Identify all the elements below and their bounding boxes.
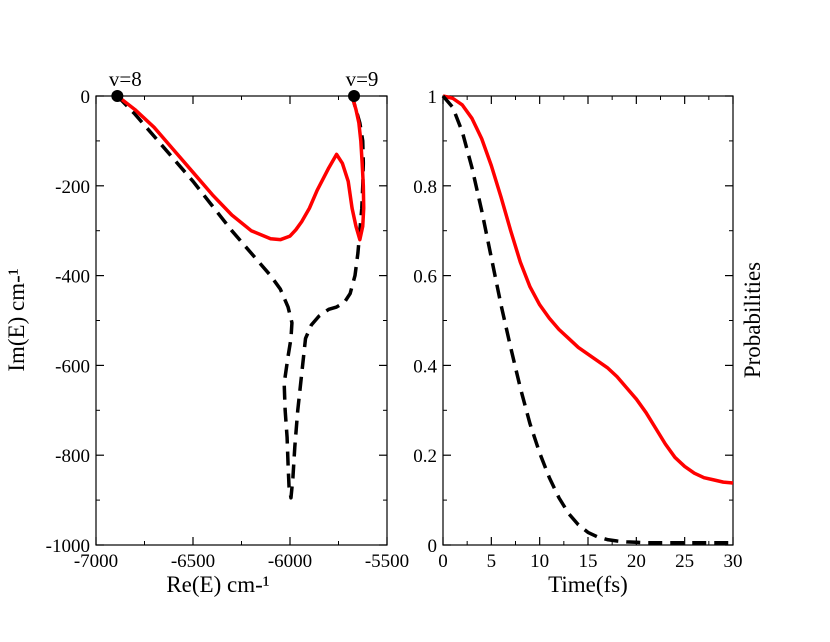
right-y-tick-label: 0.2 xyxy=(413,446,437,467)
left-markers: v=8 v=9 xyxy=(109,67,379,102)
left-ticks: -7000 -6500 -6000 -5500 -1000 -800 -600 -400 -20… xyxy=(46,87,409,572)
left-y-tick-label: -1000 xyxy=(46,536,90,557)
right-x-axis-title: Time(fs) xyxy=(548,572,628,597)
left-x-axis-title: Re(E) cm-¹ xyxy=(166,572,269,597)
left-series-dashed-black xyxy=(116,94,366,500)
right-y-axis-title: Probabilities xyxy=(740,262,765,378)
right-ticks: 0 5 10 15 20 25 30 0 0.2 0.4 0.6 0.8 1 xyxy=(413,87,742,572)
left-x-tick-label: -5500 xyxy=(365,551,409,572)
left-x-tick-label: -7000 xyxy=(74,551,118,572)
right-x-tick-label: 15 xyxy=(579,551,598,572)
left-y-tick-label: -200 xyxy=(55,177,90,198)
right-series xyxy=(441,94,734,545)
left-y-tick-label: -400 xyxy=(55,267,90,288)
left-x-tick-label: -6000 xyxy=(268,551,312,572)
marker-label-2: v=9 xyxy=(346,67,379,91)
right-x-tick-label: 30 xyxy=(724,551,743,572)
right-panel: 0 5 10 15 20 25 30 0 0.2 0.4 0.6 0.8 1 Time(fs) Prob… xyxy=(413,87,765,597)
right-x-tick-label: 10 xyxy=(530,551,549,572)
right-x-tick-label: 20 xyxy=(627,551,646,572)
marker-point-1 xyxy=(111,90,124,102)
left-x-tick-label: -6500 xyxy=(171,551,215,572)
right-y-tick-label: 0.4 xyxy=(413,356,437,377)
marker-point-2 xyxy=(348,90,361,102)
marker-label-1: v=8 xyxy=(109,67,142,91)
right-y-tick-label: 1 xyxy=(428,87,438,108)
left-series xyxy=(116,94,366,500)
right-y-tick-label: 0.6 xyxy=(413,267,437,288)
right-series-solid-red xyxy=(442,94,734,485)
right-x-tick-label: 25 xyxy=(675,551,694,572)
right-x-tick-label: 5 xyxy=(487,551,497,572)
right-y-tick-label: 0.8 xyxy=(413,177,437,198)
left-series-solid-red xyxy=(116,94,366,242)
right-series-dashed-black xyxy=(441,94,733,545)
right-y-tick-label: 0 xyxy=(428,536,438,557)
left-y-tick-label: 0 xyxy=(81,87,91,108)
right-plot-frame xyxy=(442,95,734,546)
left-panel: -7000 -6500 -6000 -5500 -1000 -800 -600 -400 -20… xyxy=(4,67,409,597)
left-y-tick-label: -600 xyxy=(55,356,90,377)
right-x-tick-label: 0 xyxy=(438,551,448,572)
left-y-axis-title: Im(E) cm-¹ xyxy=(4,268,29,371)
left-y-tick-label: -800 xyxy=(55,446,90,467)
